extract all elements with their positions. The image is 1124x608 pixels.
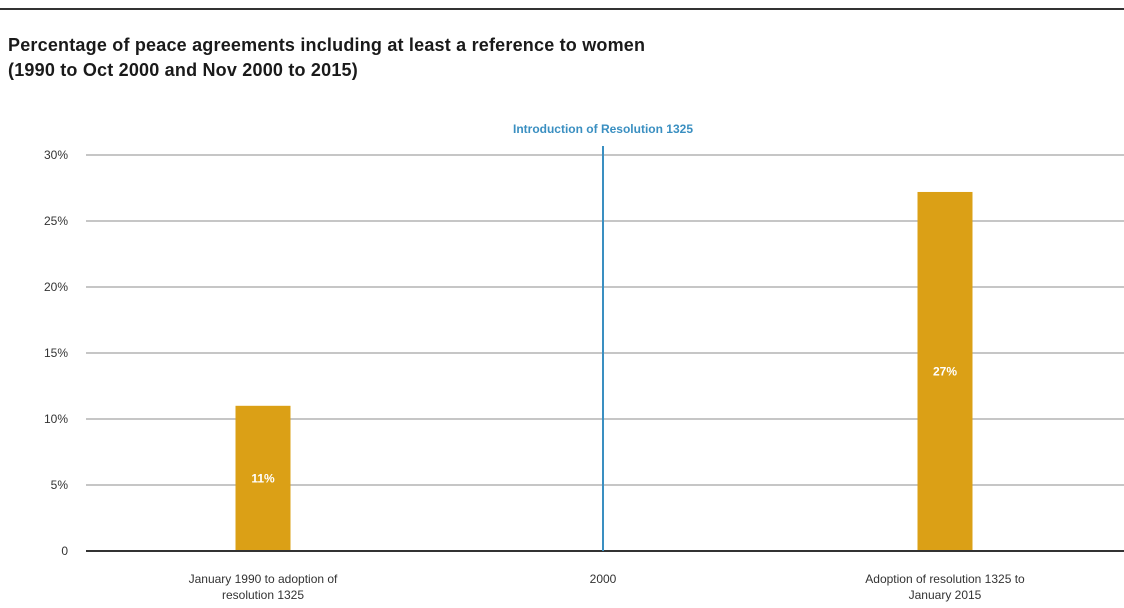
y-tick-label: 20%	[44, 280, 68, 294]
x-category-label: January 1990 to adoption of	[189, 572, 338, 586]
y-tick-label: 5%	[51, 478, 69, 492]
chart-title: Percentage of peace agreements including…	[8, 33, 645, 83]
y-tick-label: 0	[61, 544, 68, 558]
bar-data-label: 27%	[933, 364, 957, 378]
y-tick-label: 15%	[44, 346, 68, 360]
top-rule	[0, 8, 1124, 10]
bar-data-label: 11%	[251, 471, 275, 485]
x-category-label: January 2015	[909, 588, 982, 602]
y-tick-label: 30%	[44, 148, 68, 162]
resolution-1325-annotation: Introduction of Resolution 1325	[513, 122, 693, 136]
y-tick-label: 25%	[44, 214, 68, 228]
bar	[235, 405, 291, 551]
x-category-label: resolution 1325	[222, 588, 304, 602]
chart-title-line-2: (1990 to Oct 2000 and Nov 2000 to 2015)	[8, 60, 358, 80]
bar	[917, 191, 973, 551]
x-category-label: 2000	[590, 572, 617, 586]
chart-title-line-1: Percentage of peace agreements including…	[8, 35, 646, 55]
x-category-label: Adoption of resolution 1325 to	[865, 572, 1025, 586]
y-tick-label: 10%	[44, 412, 68, 426]
